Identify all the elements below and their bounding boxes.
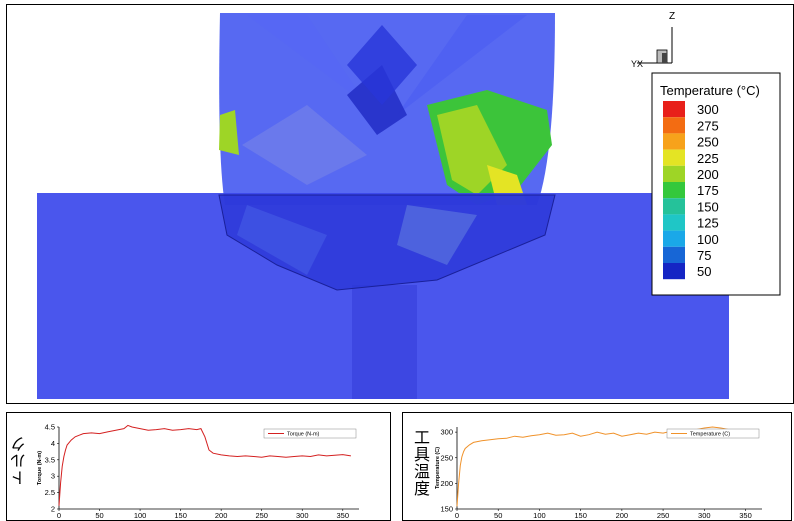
x-tick-label: 250 — [657, 511, 670, 520]
colorbar-swatch — [663, 117, 685, 134]
facet — [247, 15, 367, 105]
colorbar-swatch — [663, 214, 685, 231]
x-tick-label: 350 — [337, 511, 350, 520]
y-tick-label: 4.5 — [45, 423, 55, 432]
y-tick-label: 2.5 — [45, 488, 55, 497]
x-tick-label: 50 — [494, 511, 502, 520]
x-tick-label: 300 — [296, 511, 309, 520]
colorbar-swatch — [663, 133, 685, 150]
legend-label: Temperature (C) — [690, 432, 730, 438]
y-tick-label: 150 — [440, 505, 453, 514]
x-tick-label: 200 — [616, 511, 629, 520]
x-tick-label: 0 — [57, 511, 61, 520]
colorbar-swatch — [663, 149, 685, 166]
x-tick-label: 100 — [134, 511, 147, 520]
colorbar-swatch — [663, 198, 685, 215]
colorbar-swatch — [663, 165, 685, 182]
y-tick-label: 300 — [440, 428, 453, 437]
torque-chart: 05010015020025030035022.533.544.5Angular… — [37, 423, 359, 520]
colorbar-level-label: 275 — [697, 118, 719, 133]
simulation-view: Z YX Temperature (°C) 300 275 250 225 200 175… — [6, 4, 794, 404]
colorbar-swatch — [663, 230, 685, 247]
x-tick-label: 150 — [574, 511, 587, 520]
y-axis-label: Torque (N-m) — [37, 451, 43, 485]
legend-box — [666, 428, 760, 439]
y-tick-label: 3 — [51, 472, 55, 481]
colorbar-level-label: 50 — [697, 264, 711, 279]
colorbar-level-label: 100 — [697, 232, 719, 247]
x-tick-label: 50 — [95, 511, 103, 520]
facet — [242, 105, 367, 185]
torque-side-label: トルク — [12, 435, 29, 486]
x-tick-label: 200 — [215, 511, 228, 520]
temperature-side-label: 工具温度 — [411, 429, 428, 497]
facet — [397, 205, 477, 265]
colorbar-swatch — [663, 101, 685, 118]
colorbar-swatch — [663, 182, 685, 199]
axis-yx-label: YX — [631, 59, 643, 69]
series-line — [456, 426, 754, 507]
x-tick-label: 0 — [455, 511, 459, 520]
y-tick-label: 4 — [51, 439, 55, 448]
colorbar-title: Temperature (°C) — [660, 83, 760, 98]
colorbar-level-label: 150 — [697, 199, 719, 214]
x-tick-label: 100 — [533, 511, 546, 520]
colorbar-level-label: 225 — [697, 151, 719, 166]
colorbar-level-label: 125 — [697, 216, 719, 231]
colorbar-level-label: 75 — [697, 248, 711, 263]
y-tick-label: 200 — [440, 479, 453, 488]
axis-triad: Z YX — [631, 11, 675, 69]
colorbar-swatch — [663, 263, 685, 280]
colorbar-level-label: 300 — [697, 102, 719, 117]
colorbar-level-label: 250 — [697, 135, 719, 150]
colorbar-level-label: 175 — [697, 183, 719, 198]
x-tick-label: 250 — [255, 511, 268, 520]
torque-chart-panel: トルク 05010015020025030035022.533.544.5Ang… — [6, 412, 391, 521]
facet — [347, 65, 407, 135]
hot-edge-left — [219, 110, 239, 155]
x-tick-label: 300 — [698, 511, 711, 520]
star-facet — [347, 25, 417, 105]
x-tick-label: 150 — [174, 511, 187, 520]
colorbar-swatch — [663, 246, 685, 263]
legend-label: Torque (N-m) — [287, 432, 320, 438]
y-tick-label: 3.5 — [45, 455, 55, 464]
y-tick-label: 2 — [51, 505, 55, 514]
y-tick-label: 250 — [440, 453, 453, 462]
temperature-chart-panel: 工具温度 050100150200250300350150200250300An… — [402, 412, 792, 521]
colorbar-level-label: 200 — [697, 167, 719, 182]
legend-box — [263, 428, 357, 439]
workpiece-slot — [352, 285, 417, 399]
facet — [397, 15, 527, 115]
x-tick-label: 350 — [739, 511, 752, 520]
facet — [237, 205, 327, 275]
series-line — [58, 424, 351, 506]
axis-z-label: Z — [669, 11, 675, 22]
temperature-chart: 050100150200250300350150200250300Angular… — [435, 426, 762, 520]
y-axis-label: Temperature (C) — [435, 447, 441, 489]
